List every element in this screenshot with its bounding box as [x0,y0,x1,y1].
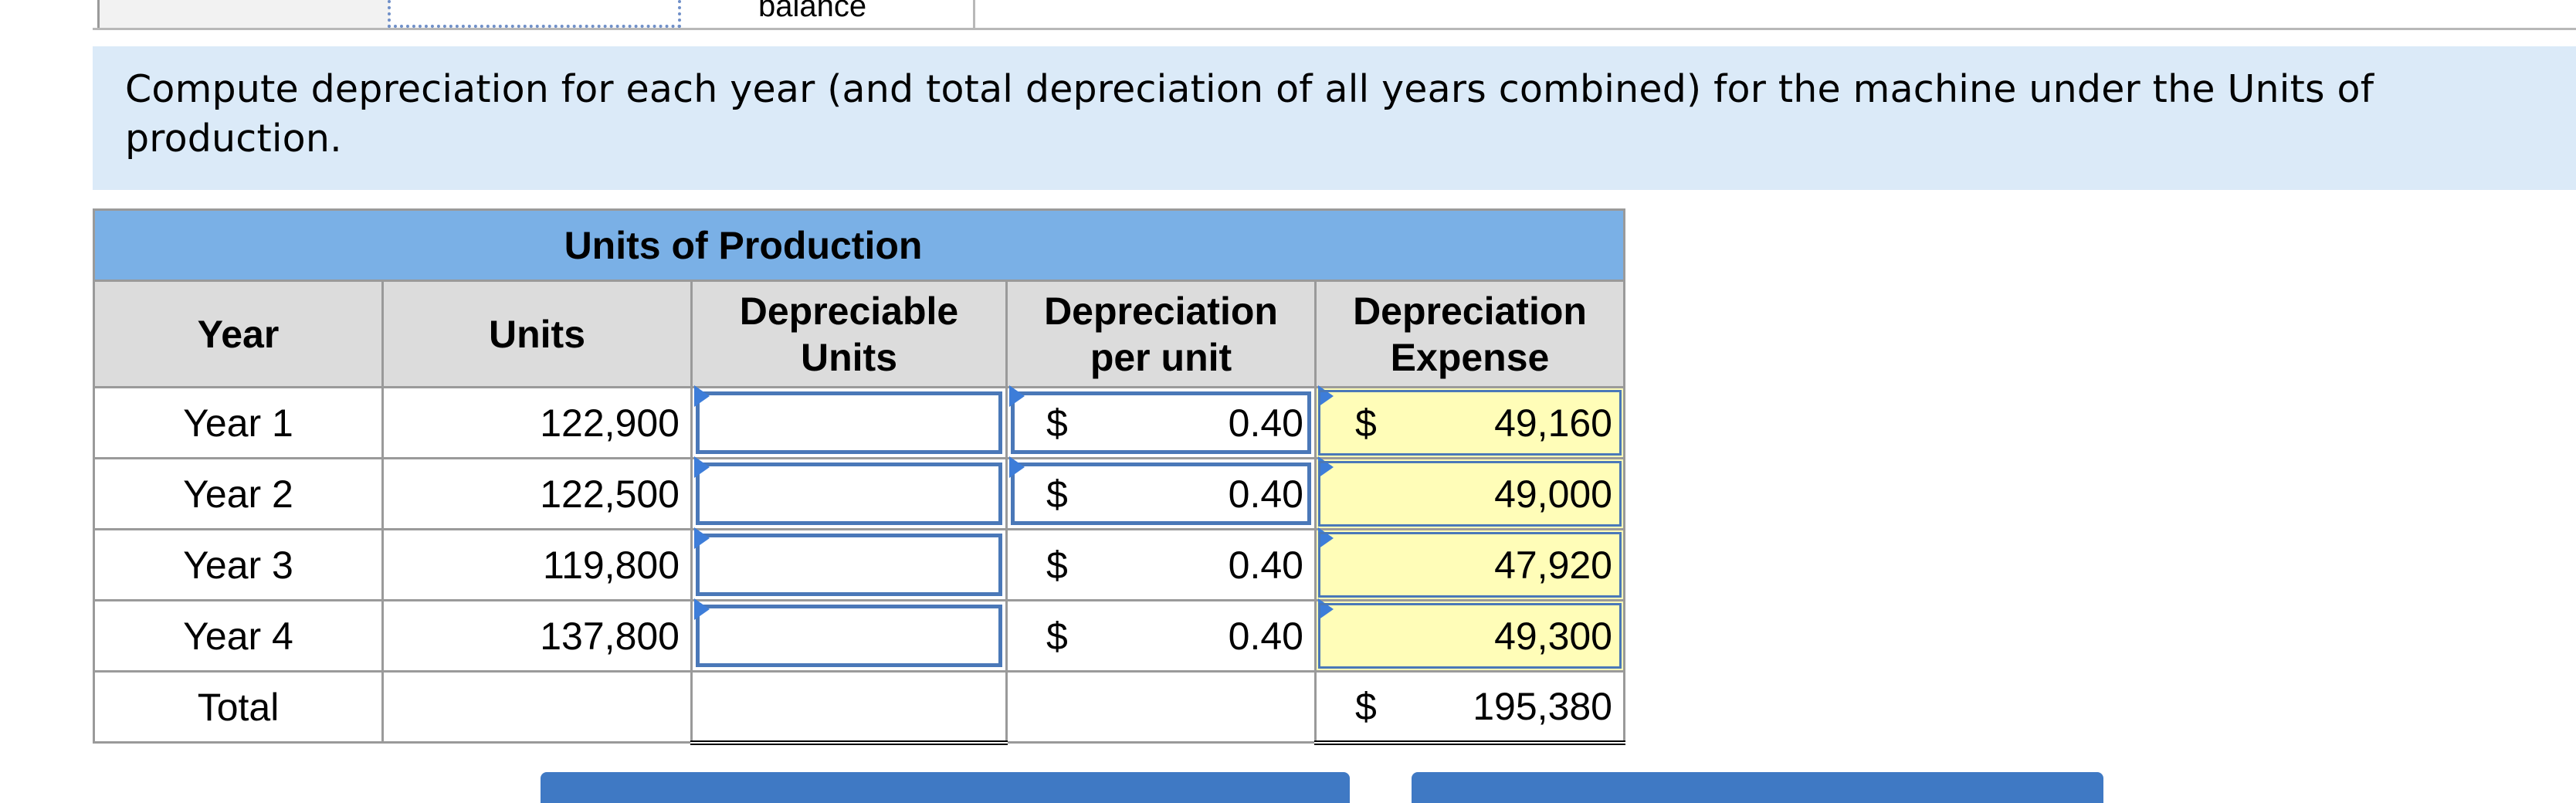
total-expense-cell: $195,380 [1314,670,1625,745]
dollar-sign: $ [1355,401,1377,445]
input-marker-icon [1318,527,1334,549]
year-cell: Year 3 [93,528,384,601]
depreciable-units-input[interactable] [690,527,1008,601]
per-unit-value: 0.40 [1228,401,1303,445]
previous-table-remnant: balance [0,0,2576,32]
table-row: Year 1 122,900 $0.40 $49,160 [93,385,1625,459]
previous-table-balance-cell: balance [681,0,975,28]
expense-input[interactable]: 49,000 [1314,456,1625,530]
total-label: Total [93,670,384,744]
previous-table-cell [97,0,390,28]
units-cell: 119,800 [381,528,693,601]
input-marker-icon [1318,456,1334,478]
depreciable-units-input[interactable] [690,456,1008,530]
input-marker-icon [694,385,710,407]
group-header-label: Units of Production [564,223,923,267]
expense-input[interactable]: 47,920 [1314,527,1625,601]
input-marker-icon [1318,385,1334,407]
expense-value: 47,920 [1494,543,1612,587]
input-frame[interactable] [1011,391,1311,454]
per-unit-input[interactable]: $0.40 [1005,385,1317,459]
previous-table-input[interactable] [388,0,681,28]
input-marker-icon [1009,385,1025,407]
col-header-units: Units [381,280,693,388]
col-header-depreciable-units: Depreciable Units [690,280,1008,388]
input-marker-icon [694,527,710,549]
depreciation-table: Units of Production Year Units Depreciab… [93,208,1625,745]
input-marker-icon [694,456,710,478]
dollar-sign: $ [1046,543,1068,587]
per-unit-label: Depreciation per unit [1044,289,1278,379]
depreciable-units-label: Depreciable Units [739,289,959,379]
input-box[interactable] [696,391,1002,454]
balance-label: balance [758,0,867,23]
expense-input[interactable]: $49,160 [1314,385,1625,459]
total-row: Total $195,380 [93,670,1625,745]
units-cell: 137,800 [381,599,693,673]
col-header-expense: Depreciation Expense [1314,280,1625,388]
dollar-sign: $ [1046,472,1068,516]
expense-label: Depreciation Expense [1353,289,1587,379]
instruction-text: Compute depreciation for each year (and … [125,67,2374,161]
per-unit-cell: $0.40 [1005,599,1317,673]
col-header-per-unit: Depreciation per unit [1005,280,1317,388]
expense-value: 49,160 [1494,401,1612,445]
group-header: Units of Production [93,208,1625,282]
depreciable-units-input[interactable] [690,598,1008,673]
total-per-unit-cell [1005,670,1317,744]
next-button[interactable] [1412,772,2103,803]
input-box[interactable] [696,462,1002,525]
units-cell: 122,900 [381,386,693,459]
total-expense-value: 195,380 [1473,684,1612,728]
total-units-cell [381,670,693,744]
year-cell: Year 1 [93,386,384,459]
divider [93,28,2576,30]
units-cell: 122,500 [381,457,693,530]
table-row: Year 3 119,800 $0.40 47,920 [93,527,1625,601]
year-cell: Year 2 [93,457,384,530]
col-header-year: Year [93,280,384,388]
expense-input[interactable]: 49,300 [1314,598,1625,673]
instruction-box: Compute depreciation for each year (and … [93,46,2576,190]
expense-value: 49,000 [1494,472,1612,516]
per-unit-value: 0.40 [1228,472,1303,516]
table-row: Year 2 122,500 $0.40 49,000 [93,456,1625,530]
input-marker-icon [694,598,710,620]
input-box[interactable] [696,605,1002,667]
prev-button[interactable] [541,772,1350,803]
per-unit-value: 0.40 [1228,543,1303,587]
per-unit-cell: $0.40 [1005,528,1317,601]
dollar-sign: $ [1046,401,1068,445]
per-unit-value: 0.40 [1228,614,1303,658]
dollar-sign: $ [1355,684,1377,728]
input-frame[interactable] [1011,462,1311,525]
input-marker-icon [1009,456,1025,478]
input-box[interactable] [696,534,1002,596]
year-cell: Year 4 [93,599,384,673]
per-unit-input[interactable]: $0.40 [1005,456,1317,530]
dollar-sign: $ [1046,614,1068,658]
table-row: Year 4 137,800 $0.40 49,300 [93,598,1625,673]
expense-value: 49,300 [1494,614,1612,658]
depreciable-units-input[interactable] [690,385,1008,459]
input-marker-icon [1318,598,1334,620]
total-depreciable-cell [690,670,1008,745]
